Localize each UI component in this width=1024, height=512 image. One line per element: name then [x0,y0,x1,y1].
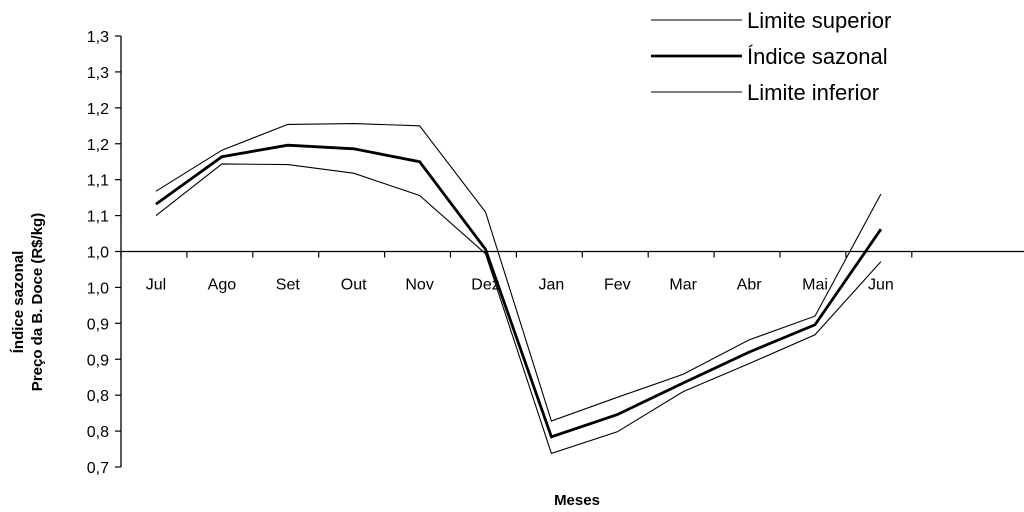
x-tick-label: Nov [405,277,433,294]
legend: Limite superior Índice sazonal Limite infe… [651,8,891,105]
legend-label-0: Limite superior [747,8,891,33]
x-tick-label: Jul [146,277,166,294]
y-axis-title-line1: Índice sazonal [10,251,27,354]
legend-label-2: Limite inferior [747,80,879,105]
y-tick-label: 0,7 [87,460,109,477]
y-axis-title: Índice sazonal Preço da B. Doce (R$/kg) [10,213,46,391]
y-tick-label: 0,8 [87,424,109,441]
x-tick-label: Jun [868,277,894,294]
y-tick-label: 0,8 [87,388,109,405]
series-line-2 [155,163,882,455]
y-tick-label: 1,1 [87,173,109,190]
series-line-1 [155,143,883,439]
y-tick-label: 1,1 [87,209,109,226]
x-tick-label: Mai [802,277,828,294]
x-tick-label: Out [341,277,367,294]
y-tick-label: 1,3 [87,29,109,46]
y-tick-label: 1,2 [87,137,109,154]
x-tick-label: Ago [208,277,237,294]
y-tick-label: 0,9 [87,316,109,333]
x-tick-label: Set [276,277,301,294]
y-tick-label: 0,9 [87,352,109,369]
y-tick-label: 1,0 [87,280,109,297]
x-tick-label: Abr [737,277,763,294]
series-line-0 [155,123,882,422]
x-tick-label: Jan [539,277,565,294]
y-tick-label: 1,0 [87,245,109,262]
y-axis-title-line2: Preço da B. Doce (R$/kg) [29,213,46,391]
x-tick-label: Fev [604,277,631,294]
x-axis-title: Meses [554,492,600,509]
y-tick-label: 1,2 [87,101,109,118]
plot-area: 0,7 0,8 0,8 0,9 0,9 1,0 1,0 1,1 1,1 1,2 1,2 1,3 1,3 J… [87,29,1024,477]
y-tick-label: 1,3 [87,65,109,82]
x-tick-label: Dez [471,277,499,294]
legend-label-1: Índice sazonal [747,44,888,69]
x-tick-label: Mar [669,277,697,294]
